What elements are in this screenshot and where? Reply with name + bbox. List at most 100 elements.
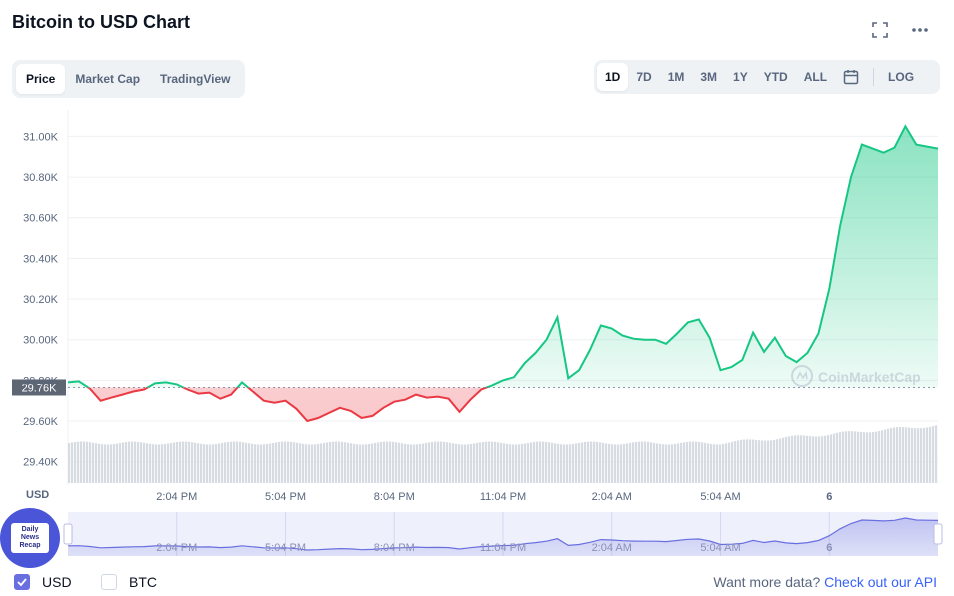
daily-news-recap-badge[interactable]: Daily News Recap <box>0 508 60 568</box>
range-1m[interactable]: 1M <box>667 70 685 84</box>
usd-checkbox[interactable] <box>14 574 30 590</box>
volume-bar <box>755 439 758 483</box>
volume-bar <box>461 444 464 483</box>
volume-bar <box>161 444 164 483</box>
volume-bar <box>164 443 167 483</box>
volume-bar <box>671 444 674 483</box>
volume-bar <box>935 425 938 483</box>
y-tick-label: 30.60K <box>23 213 59 225</box>
volume-bar <box>371 443 374 483</box>
volume-bar <box>410 444 413 483</box>
volume-bar <box>833 433 836 483</box>
volume-bar <box>899 427 902 483</box>
volume-bar <box>191 442 194 483</box>
volume-bar <box>902 427 905 483</box>
volume-bar <box>467 444 470 483</box>
range-all[interactable]: ALL <box>803 70 828 84</box>
volume-bar <box>665 444 668 483</box>
volume-bar <box>83 441 86 483</box>
volume-bar <box>602 442 605 483</box>
time-range-selector: 1D 7D 1M 3M 1Y YTD ALL LOG <box>594 60 940 94</box>
more-horizontal-icon[interactable] <box>908 18 932 42</box>
badge-line-2: News <box>20 534 40 541</box>
tab-tradingview[interactable]: TradingView <box>160 72 231 86</box>
volume-bar <box>338 441 341 483</box>
range-3m[interactable]: 3M <box>700 70 718 84</box>
tab-market-cap[interactable]: Market Cap <box>75 72 141 86</box>
volume-bar <box>311 444 314 483</box>
navigator-handle-right[interactable] <box>933 523 943 545</box>
volume-bar <box>509 444 512 483</box>
volume-bar <box>743 439 746 483</box>
navigator-handle-left[interactable] <box>63 523 73 545</box>
volume-bar <box>815 436 818 483</box>
volume-bar <box>95 443 98 483</box>
navigator-tick-label: 2:04 AM <box>592 542 632 554</box>
volume-bar <box>659 443 662 483</box>
volume-bar <box>707 443 710 483</box>
volume-bar <box>758 440 761 483</box>
volume-bar <box>713 444 716 483</box>
volume-bar <box>308 444 311 483</box>
volume-bar <box>533 441 536 483</box>
navigator: 2:04 PM 5:04 PM 8:04 PM 11:04 PM 2:04 AM 5:04… <box>63 512 943 556</box>
navigator-tick-label: 5:04 AM <box>700 542 740 554</box>
volume-bar <box>239 441 242 483</box>
volume-bar <box>653 442 656 483</box>
btc-checkbox[interactable] <box>101 574 117 590</box>
expand-icon[interactable] <box>868 18 892 42</box>
volume-bar <box>689 441 692 483</box>
btc-label[interactable]: BTC <box>129 574 157 590</box>
volume-bar <box>449 442 452 483</box>
volume-bar <box>452 443 455 483</box>
volume-bar <box>827 435 830 483</box>
navigator-area <box>68 518 938 556</box>
volume-bar <box>488 441 491 483</box>
volume-bar <box>227 441 230 483</box>
volume-bar <box>368 443 371 483</box>
tab-price[interactable]: Price <box>16 64 66 94</box>
volume-bar <box>539 441 542 483</box>
volume-bar <box>215 443 218 483</box>
range-ytd[interactable]: YTD <box>763 70 788 84</box>
range-7d[interactable]: 7D <box>636 70 652 84</box>
api-link[interactable]: Check out our API <box>824 574 937 590</box>
volume-bar <box>413 444 416 483</box>
volume-bar <box>575 443 578 483</box>
volume-bar <box>701 442 704 483</box>
badge-line-3: Recap <box>19 542 41 549</box>
volume-bar <box>458 444 461 483</box>
volume-bar <box>284 441 287 483</box>
volume-bar <box>839 432 842 483</box>
volume-bar <box>578 442 581 483</box>
volume-bar <box>710 443 713 483</box>
volume-bar <box>518 444 521 483</box>
volume-bar <box>731 441 734 483</box>
volume-bar <box>764 440 767 483</box>
y-tick-label: 29.80K <box>23 375 59 387</box>
volume-bar <box>482 441 485 483</box>
volume-bar <box>611 444 614 483</box>
volume-bar <box>920 428 923 483</box>
volume-bar <box>638 441 641 483</box>
volume-bar <box>530 442 533 483</box>
usd-label[interactable]: USD <box>42 574 72 590</box>
volume-bar <box>749 439 752 483</box>
volume-bar <box>893 427 896 483</box>
volume-bar <box>377 442 380 483</box>
volume-bar <box>260 444 263 483</box>
api-promo: Want more data? Check out our API <box>713 574 937 590</box>
volume-bar <box>188 441 191 483</box>
volume-bar <box>773 439 776 483</box>
check-icon <box>17 578 27 587</box>
range-1d[interactable]: 1D <box>597 63 629 91</box>
range-1y[interactable]: 1Y <box>733 70 748 84</box>
volume-bar <box>242 442 245 483</box>
volume-bar <box>302 443 305 483</box>
volume-bar <box>272 442 275 483</box>
calendar-icon[interactable] <box>835 63 867 91</box>
volume-bar <box>635 441 638 483</box>
volume-bar <box>662 444 665 483</box>
log-scale-button[interactable]: LOG <box>888 70 915 84</box>
volume-bar <box>548 442 551 483</box>
